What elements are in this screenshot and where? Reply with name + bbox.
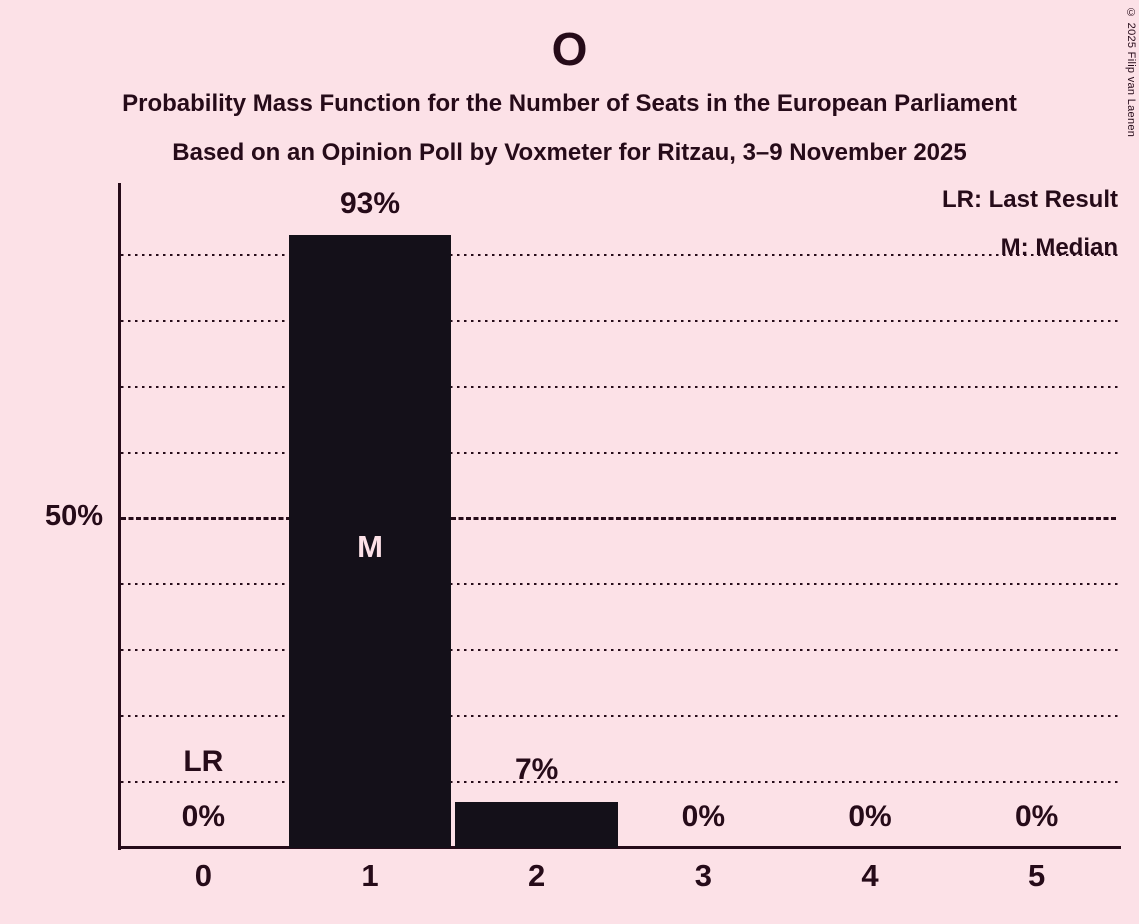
- value-label-0: 0%: [181, 799, 225, 833]
- value-label-5: 0%: [1014, 799, 1059, 833]
- gridline-60pct: [121, 451, 1118, 454]
- plot-area: 0% 0 93% 1 7% 2 0% 3 0% 4 0% 5 LR M: [120, 186, 1120, 893]
- x-tick-label-3: 3: [694, 858, 712, 893]
- x-tick-label-1: 1: [361, 858, 379, 893]
- y-axis-50pct-label: 50%: [44, 500, 103, 532]
- legend-last-result: LR: Last Result: [941, 186, 1118, 213]
- gridline-10pct: [121, 781, 1118, 784]
- chart-subtitle-source: Based on an Opinion Poll by Voxmeter for…: [172, 139, 967, 166]
- value-label-4: 0%: [848, 799, 892, 833]
- last-result-marker-label: LR: [183, 744, 224, 778]
- bar-1: [288, 235, 452, 848]
- gridline-30pct: [121, 649, 1118, 652]
- gridline-80pct: [121, 319, 1118, 322]
- median-marker-label: M: [357, 528, 383, 564]
- bar-2: [455, 801, 618, 848]
- x-axis-line: [118, 846, 1121, 849]
- x-tick-label-2: 2: [528, 858, 546, 893]
- gridline-70pct: [121, 385, 1118, 388]
- gridline-40pct: [121, 583, 1118, 586]
- value-label-1: 93%: [339, 186, 401, 220]
- gridline-50pct: [121, 517, 1118, 520]
- x-tick-label-5: 5: [1028, 858, 1046, 893]
- gridline-90pct: [121, 253, 1118, 256]
- chart-title: O: [551, 23, 588, 75]
- y-axis-line: [118, 183, 121, 850]
- x-tick-label-0: 0: [194, 858, 212, 893]
- x-tick-label-4: 4: [861, 858, 879, 893]
- chart-subtitle: Probability Mass Function for the Number…: [122, 90, 1017, 117]
- gridline-20pct: [121, 715, 1118, 718]
- value-label-3: 0%: [681, 799, 725, 833]
- value-label-2: 7%: [514, 753, 559, 787]
- copyright-note: © 2025 Filip van Laenen: [1125, 7, 1137, 138]
- legend-median: M: Median: [1000, 234, 1118, 261]
